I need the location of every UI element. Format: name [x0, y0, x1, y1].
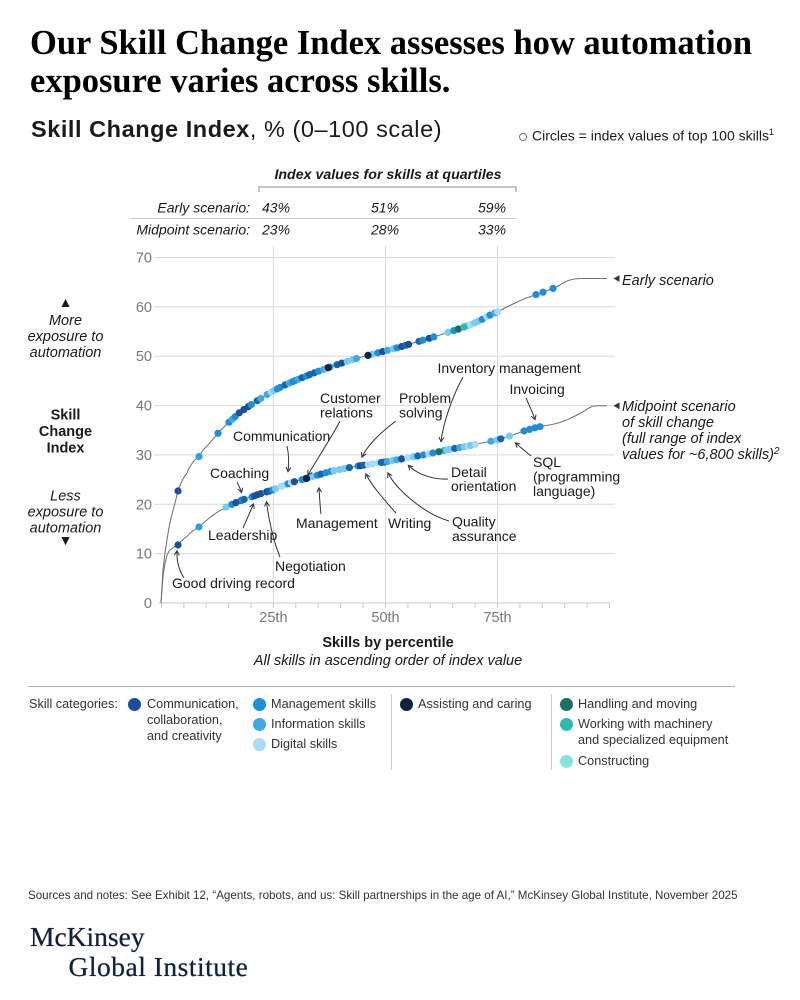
svg-text:Midpoint scenario: Midpoint scenario: [622, 399, 736, 415]
svg-text:Good driving record: Good driving record: [172, 575, 295, 591]
svg-text:(programming: (programming: [533, 469, 620, 485]
svg-text:23%: 23%: [261, 222, 290, 238]
svg-text:25th: 25th: [259, 610, 287, 626]
svg-text:language): language): [533, 483, 595, 499]
svg-text:50: 50: [136, 349, 152, 365]
svg-text:assurance: assurance: [452, 528, 517, 544]
svg-text:70: 70: [136, 251, 152, 267]
svg-text:solving: solving: [399, 405, 443, 421]
svg-text:of skill change: of skill change: [622, 415, 714, 431]
svg-text:▲: ▲: [59, 294, 73, 310]
svg-text:50th: 50th: [371, 610, 399, 626]
svg-text:60: 60: [136, 300, 152, 316]
svg-text:Coaching: Coaching: [210, 465, 269, 481]
svg-text:exposure to: exposure to: [28, 505, 104, 521]
svg-text:10: 10: [136, 547, 152, 563]
svg-text:Index: Index: [47, 441, 85, 457]
svg-text:30: 30: [136, 448, 152, 464]
svg-text:Writing: Writing: [388, 515, 431, 531]
svg-text:Change: Change: [39, 424, 92, 440]
svg-text:Index values for skills at qua: Index values for skills at quartiles: [274, 167, 501, 183]
svg-text:20: 20: [136, 497, 152, 513]
svg-text:33%: 33%: [478, 222, 506, 238]
svg-text:Early scenario:: Early scenario:: [157, 200, 250, 216]
svg-text:59%: 59%: [478, 200, 506, 216]
svg-text:Detail: Detail: [451, 464, 487, 480]
svg-text:Customer: Customer: [320, 390, 381, 406]
svg-text:75th: 75th: [483, 610, 511, 626]
svg-text:Problem: Problem: [399, 390, 451, 406]
svg-text:Negotiation: Negotiation: [275, 558, 346, 574]
svg-text:automation: automation: [30, 345, 102, 361]
svg-text:Early scenario: Early scenario: [622, 273, 714, 289]
svg-text:Less: Less: [50, 489, 81, 505]
svg-text:Leadership: Leadership: [208, 527, 277, 543]
svg-text:0: 0: [144, 596, 152, 612]
svg-text:Inventory management: Inventory management: [438, 360, 581, 376]
svg-text:51%: 51%: [371, 200, 399, 216]
svg-text:values for ~6,800 skills)2: values for ~6,800 skills)2: [622, 446, 780, 464]
svg-text:28%: 28%: [370, 222, 399, 238]
svg-text:exposure to: exposure to: [28, 329, 104, 345]
svg-text:relations: relations: [320, 405, 373, 421]
svg-text:orientation: orientation: [451, 478, 516, 494]
svg-text:Skills by percentile: Skills by percentile: [322, 635, 453, 651]
svg-text:All skills in ascending order: All skills in ascending order of index v…: [253, 653, 522, 669]
svg-text:40: 40: [136, 399, 152, 415]
svg-text:▼: ▼: [59, 532, 73, 548]
svg-text:Quality: Quality: [452, 514, 496, 530]
svg-text:Invoicing: Invoicing: [510, 381, 565, 397]
svg-text:43%: 43%: [262, 200, 290, 216]
svg-text:Management: Management: [296, 515, 378, 531]
svg-text:(full range of index: (full range of index: [622, 431, 742, 447]
svg-text:Communication: Communication: [233, 428, 330, 444]
svg-text:More: More: [49, 313, 82, 329]
svg-text:Skill: Skill: [51, 408, 81, 424]
svg-text:automation: automation: [30, 521, 102, 537]
svg-text:SQL: SQL: [533, 454, 561, 470]
svg-text:Midpoint scenario:: Midpoint scenario:: [136, 222, 250, 238]
